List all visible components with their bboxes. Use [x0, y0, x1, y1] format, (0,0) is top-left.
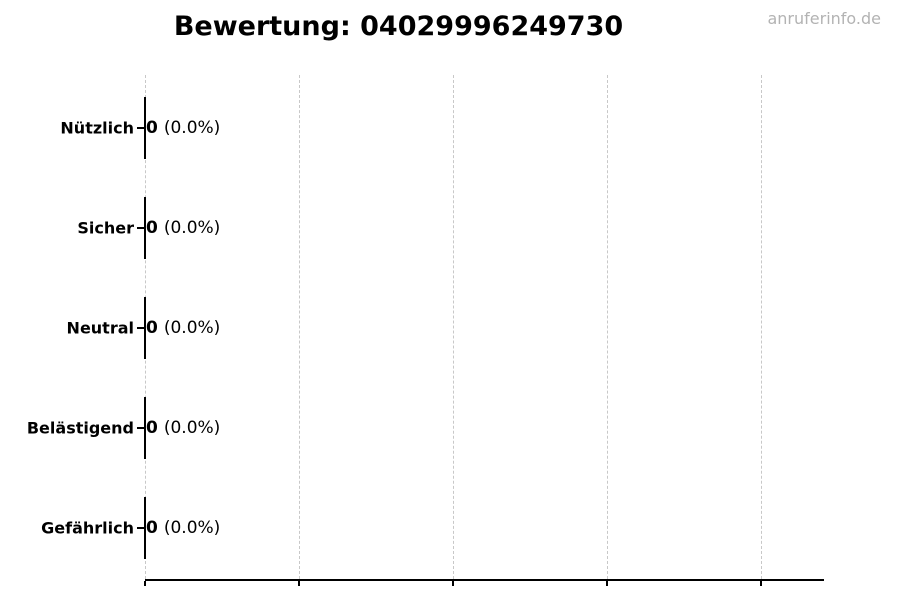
zero-value-bar	[144, 397, 146, 459]
gridline	[761, 75, 762, 579]
category-label: Sicher	[77, 218, 134, 238]
x-axis-tick	[760, 581, 762, 586]
value-percent: (0.0%)	[163, 218, 221, 238]
chart-title: Bewertung: 04029996249730	[173, 11, 624, 42]
y-axis-tick	[137, 427, 144, 429]
value-label: 0 (0.0%)	[146, 418, 220, 438]
value-percent: (0.0%)	[163, 418, 221, 438]
category-label: Gefährlich	[41, 518, 134, 538]
bar-row: Sicher 0 (0.0%)	[0, 197, 900, 259]
category-label: Nützlich	[60, 118, 134, 138]
x-axis-tick	[452, 581, 454, 586]
value-label: 0 (0.0%)	[146, 118, 220, 138]
bar-row: Belästigend 0 (0.0%)	[0, 397, 900, 459]
value-count: 0	[146, 118, 158, 138]
value-label: 0 (0.0%)	[146, 318, 220, 338]
gridline	[299, 75, 300, 579]
y-axis-tick	[137, 227, 144, 229]
y-axis-tick	[137, 327, 144, 329]
value-count: 0	[146, 318, 158, 338]
x-axis-tick	[144, 581, 146, 586]
gridline	[607, 75, 608, 579]
zero-value-bar	[144, 497, 146, 559]
value-percent: (0.0%)	[163, 318, 221, 338]
zero-value-bar	[144, 97, 146, 159]
value-count: 0	[146, 218, 158, 238]
x-axis-tick	[606, 581, 608, 586]
value-label: 0 (0.0%)	[146, 218, 220, 238]
value-count: 0	[146, 418, 158, 438]
value-count: 0	[146, 518, 158, 538]
zero-value-bar	[144, 197, 146, 259]
category-label: Neutral	[66, 318, 134, 338]
x-axis-tick	[298, 581, 300, 586]
gridline	[453, 75, 454, 579]
value-percent: (0.0%)	[163, 518, 221, 538]
watermark-text: anruferinfo.de	[767, 9, 881, 28]
zero-value-bar	[144, 297, 146, 359]
value-percent: (0.0%)	[163, 118, 221, 138]
y-axis-tick	[137, 527, 144, 529]
bar-row: Gefährlich 0 (0.0%)	[0, 497, 900, 559]
y-axis-tick	[137, 127, 144, 129]
value-label: 0 (0.0%)	[146, 518, 220, 538]
x-axis-line	[145, 579, 824, 581]
category-label: Belästigend	[26, 418, 134, 438]
bar-row: Nützlich 0 (0.0%)	[0, 97, 900, 159]
bar-row: Neutral 0 (0.0%)	[0, 297, 900, 359]
